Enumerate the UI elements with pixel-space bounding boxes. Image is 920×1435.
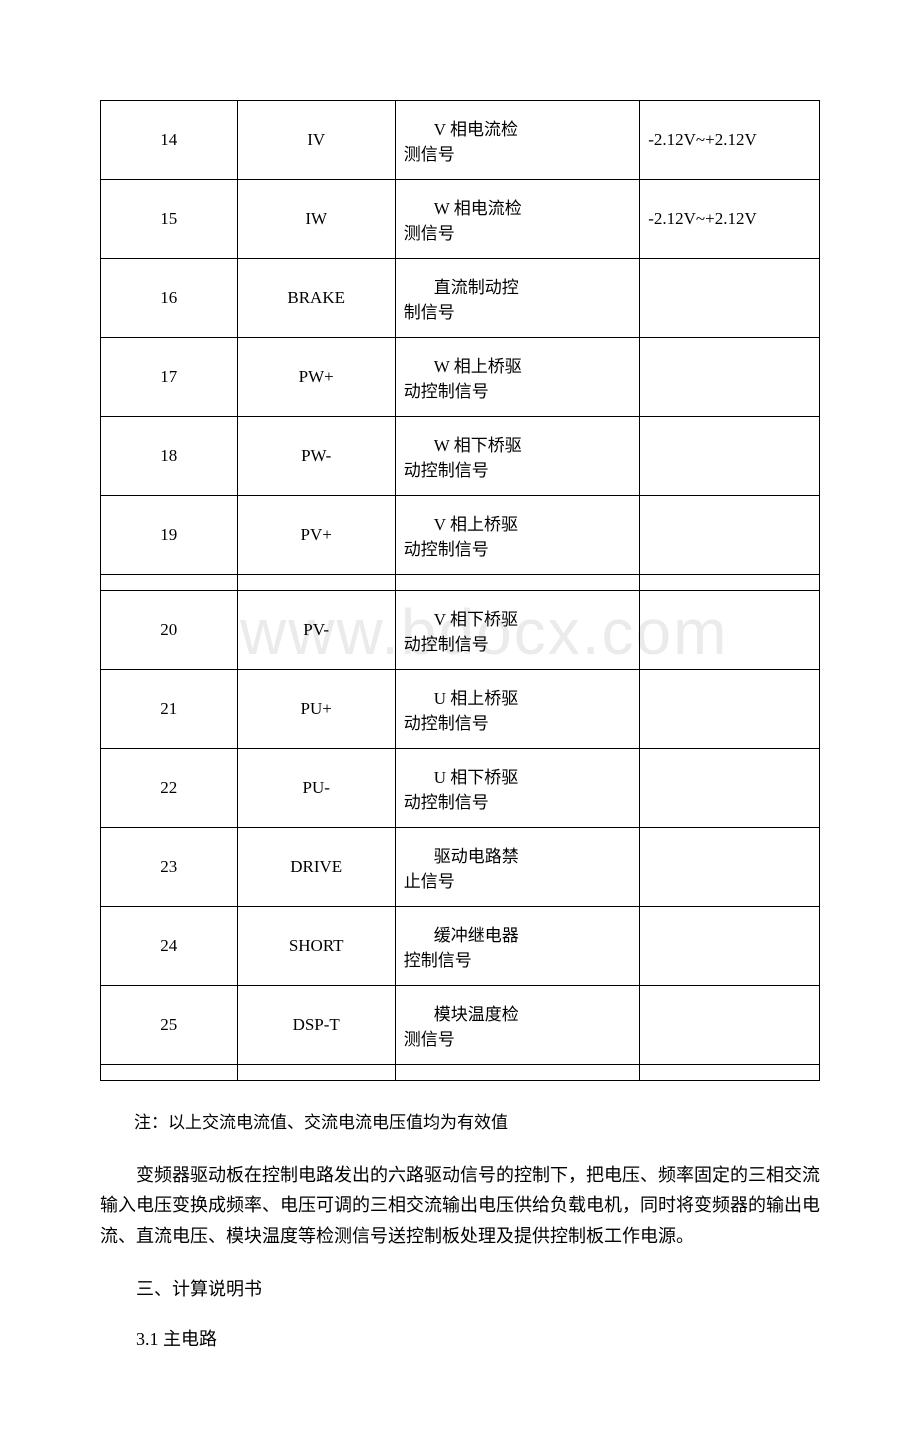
table-cell-symbol: DSP-T	[237, 986, 395, 1065]
table-cell-value: -2.12V~+2.12V	[640, 180, 820, 259]
table-cell-value	[640, 828, 820, 907]
table-cell-value	[640, 907, 820, 986]
table-cell-symbol: IV	[237, 101, 395, 180]
table-cell-number: 25	[101, 986, 238, 1065]
table-cell-empty	[237, 575, 395, 591]
table-cell-description: V 相上桥驱动控制信号	[395, 496, 639, 575]
table-cell-value	[640, 749, 820, 828]
table-cell-number: 16	[101, 259, 238, 338]
table-cell-description: 直流制动控制信号	[395, 259, 639, 338]
table-cell-empty	[640, 575, 820, 591]
table-cell-symbol: PU-	[237, 749, 395, 828]
table-row: 25DSP-T模块温度检测信号	[101, 986, 820, 1065]
table-cell-number: 24	[101, 907, 238, 986]
table-row: 23DRIVE驱动电路禁止信号	[101, 828, 820, 907]
table-cell-description: V 相电流检测信号	[395, 101, 639, 180]
table-cell-symbol: BRAKE	[237, 259, 395, 338]
table-row: 20PV-V 相下桥驱动控制信号	[101, 591, 820, 670]
table-cell-description: U 相上桥驱动控制信号	[395, 670, 639, 749]
table-cell-value	[640, 338, 820, 417]
table-cell-description: V 相下桥驱动控制信号	[395, 591, 639, 670]
table-cell-number: 21	[101, 670, 238, 749]
section-heading-3-1: 3.1 主电路	[100, 1324, 820, 1355]
table-row: 16BRAKE直流制动控制信号	[101, 259, 820, 338]
signal-table: 14IVV 相电流检测信号-2.12V~+2.12V15IWW 相电流检测信号-…	[100, 100, 820, 1081]
table-cell-number: 19	[101, 496, 238, 575]
table-cell-symbol: IW	[237, 180, 395, 259]
table-cell-value	[640, 496, 820, 575]
table-cell-symbol: PW+	[237, 338, 395, 417]
table-cell-value	[640, 986, 820, 1065]
body-paragraph: 变频器驱动板在控制电路发出的六路驱动信号的控制下，把电压、频率固定的三相交流输入…	[100, 1160, 820, 1252]
table-cell-empty	[237, 1065, 395, 1081]
table-cell-empty	[395, 1065, 639, 1081]
table-row: 14IVV 相电流检测信号-2.12V~+2.12V	[101, 101, 820, 180]
table-cell-description: 模块温度检测信号	[395, 986, 639, 1065]
table-cell-description: 缓冲继电器控制信号	[395, 907, 639, 986]
table-row: 22PU-U 相下桥驱动控制信号	[101, 749, 820, 828]
table-cell-symbol: PV-	[237, 591, 395, 670]
table-cell-symbol: PV+	[237, 496, 395, 575]
table-cell-description: 驱动电路禁止信号	[395, 828, 639, 907]
table-cell-value	[640, 591, 820, 670]
table-cell-description: W 相电流检测信号	[395, 180, 639, 259]
table-cell-number: 17	[101, 338, 238, 417]
table-cell-value	[640, 259, 820, 338]
table-cell-value	[640, 417, 820, 496]
table-row: 15IWW 相电流检测信号-2.12V~+2.12V	[101, 180, 820, 259]
table-note: 注：以上交流电流值、交流电流电压值均为有效值	[100, 1109, 820, 1138]
table-cell-symbol: SHORT	[237, 907, 395, 986]
table-cell-number: 14	[101, 101, 238, 180]
table-cell-number: 20	[101, 591, 238, 670]
table-cell-value: -2.12V~+2.12V	[640, 101, 820, 180]
table-cell-description: W 相下桥驱动控制信号	[395, 417, 639, 496]
table-cell-description: W 相上桥驱动控制信号	[395, 338, 639, 417]
table-cell-symbol: PU+	[237, 670, 395, 749]
section-heading-3: 三、计算说明书	[100, 1274, 820, 1305]
table-row: 19PV+V 相上桥驱动控制信号	[101, 496, 820, 575]
table-row: 24SHORT缓冲继电器控制信号	[101, 907, 820, 986]
table-row	[101, 575, 820, 591]
table-cell-empty	[395, 575, 639, 591]
table-cell-description: U 相下桥驱动控制信号	[395, 749, 639, 828]
table-cell-symbol: PW-	[237, 417, 395, 496]
table-cell-empty	[101, 1065, 238, 1081]
table-row	[101, 1065, 820, 1081]
table-cell-value	[640, 670, 820, 749]
table-row: 21PU+U 相上桥驱动控制信号	[101, 670, 820, 749]
table-row: 17PW+W 相上桥驱动控制信号	[101, 338, 820, 417]
table-cell-empty	[640, 1065, 820, 1081]
table-cell-number: 23	[101, 828, 238, 907]
table-cell-number: 18	[101, 417, 238, 496]
table-cell-number: 15	[101, 180, 238, 259]
table-cell-symbol: DRIVE	[237, 828, 395, 907]
table-cell-empty	[101, 575, 238, 591]
table-row: 18PW-W 相下桥驱动控制信号	[101, 417, 820, 496]
table-cell-number: 22	[101, 749, 238, 828]
